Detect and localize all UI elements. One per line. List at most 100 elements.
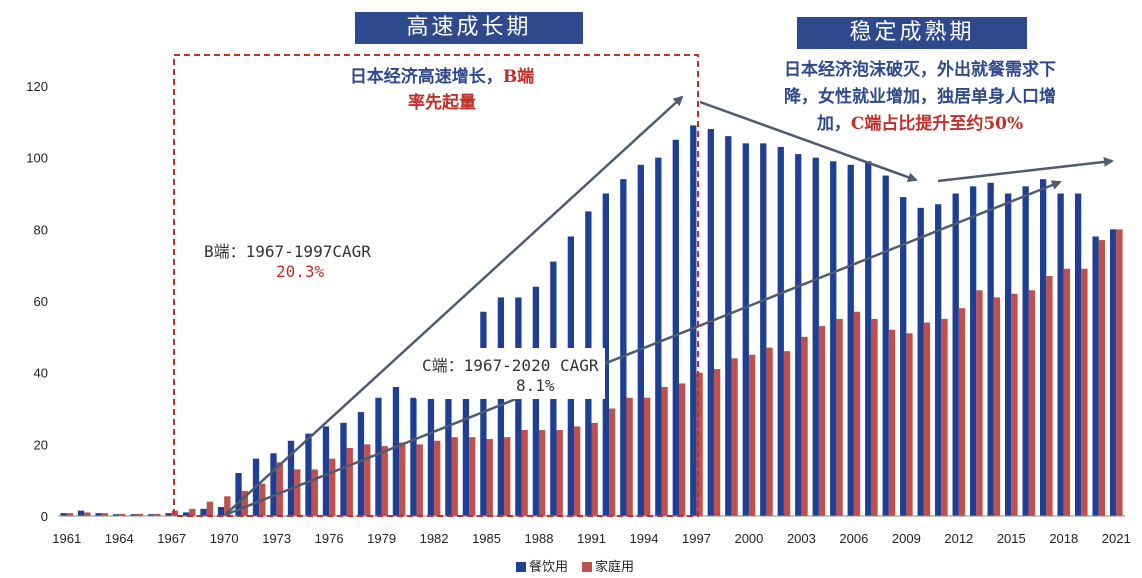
bar-series-b [953, 194, 959, 517]
bar-series-b [1005, 194, 1011, 517]
x-tick-label: 1982 [420, 531, 449, 546]
x-tick-label: 2009 [892, 531, 921, 546]
bar-series-c [784, 351, 790, 516]
bar-series-c [294, 469, 300, 516]
bar-series-c [557, 430, 563, 516]
bar-series-b [918, 208, 924, 516]
bar-series-c [889, 330, 895, 516]
bar-series-b [1023, 186, 1029, 516]
bar-series-c [609, 409, 615, 517]
bar-series-b [865, 161, 871, 516]
cagr-b-annotation: B端：1967-1997CAGR 20.3% [204, 238, 371, 281]
bar-series-c [644, 398, 650, 516]
bar-series-b [655, 158, 661, 516]
bar-series-b [970, 186, 976, 516]
bar-series-b [760, 143, 766, 516]
bar-series-b [200, 509, 206, 516]
bar-series-c [801, 337, 807, 516]
bar-series-b [935, 204, 941, 516]
note-high-growth-line2: 率先起量 [312, 90, 572, 116]
bar-series-c [1011, 294, 1017, 516]
bar-series-b [638, 165, 644, 516]
bar-series-c [1081, 269, 1087, 516]
y-tick-label: 0 [41, 509, 48, 524]
bar-series-c [766, 348, 772, 516]
x-tick-label: 2018 [1049, 531, 1078, 546]
bars-group [60, 125, 1122, 516]
bar-series-c [731, 358, 737, 516]
x-tick-label: 2003 [787, 531, 816, 546]
bar-series-c [452, 437, 458, 516]
bar-series-c [836, 319, 842, 516]
bar-series-b [1057, 194, 1063, 517]
legend-item-series-b: 餐饮用 [516, 556, 568, 575]
bar-series-c [312, 469, 318, 516]
bar-series-c [329, 459, 335, 516]
bar-series-b [410, 398, 416, 516]
y-tick-label: 40 [34, 366, 48, 381]
bar-series-b [375, 398, 381, 516]
x-tick-label: 1970 [210, 531, 239, 546]
bar-series-c [434, 441, 440, 516]
bar-series-c [277, 462, 283, 516]
bar-series-b [830, 161, 836, 516]
legend: 餐饮用 家庭用 [516, 556, 634, 575]
bar-series-c [382, 446, 388, 516]
bar-series-c [819, 326, 825, 516]
y-tick-label: 80 [34, 222, 48, 237]
bar-series-c [504, 437, 510, 516]
bar-series-b [848, 165, 854, 516]
x-tick-label: 2012 [944, 531, 973, 546]
bar-series-c [714, 369, 720, 516]
bar-series-c [749, 355, 755, 516]
x-tick-label: 1985 [472, 531, 501, 546]
bar-series-b [725, 136, 731, 516]
y-tick-label: 120 [26, 79, 48, 94]
bar-series-c [871, 319, 877, 516]
x-tick-label: 1976 [315, 531, 344, 546]
phase-label-stable: 稳定成熟期 [797, 17, 1027, 49]
bar-series-b [673, 140, 679, 516]
trend-arrow-stable [938, 161, 1112, 181]
note-stable-line1: 日本经济泡沫破灭，外出就餐需求下 [722, 57, 1118, 84]
cagr-b-value: 20.3% [204, 262, 371, 281]
x-tick-label: 1973 [262, 531, 291, 546]
bar-series-b [78, 511, 84, 516]
x-tick-label: 1994 [630, 531, 659, 546]
x-tick-label: 2015 [997, 531, 1026, 546]
note-stable-line3a: 加， [817, 114, 851, 134]
bar-series-b [1110, 229, 1116, 516]
y-tick-label: 60 [34, 294, 48, 309]
note-high-growth-text: 日本经济高速增长， [350, 67, 503, 87]
bar-series-c [906, 333, 912, 516]
bar-series-c [347, 448, 353, 516]
bar-series-b [620, 179, 626, 516]
bar-series-b [1092, 237, 1098, 517]
cagr-c-annotation: C端：1967-2020 CAGR 8.1% [416, 348, 605, 399]
y-tick-label: 20 [34, 437, 48, 452]
bar-series-c [1116, 229, 1122, 516]
cagr-c-label: C端：1967-2020 CAGR [422, 356, 599, 375]
bar-series-c [1064, 269, 1070, 516]
bar-series-b [1075, 194, 1081, 517]
bar-series-c [189, 509, 195, 516]
bar-series-c [592, 423, 598, 516]
bar-series-c [994, 297, 1000, 516]
bar-series-c [1029, 290, 1035, 516]
legend-label-series-b: 餐饮用 [529, 560, 568, 575]
note-high-growth-b: B端 [503, 67, 534, 87]
bar-series-c [959, 308, 965, 516]
bar-series-c [854, 312, 860, 516]
bar-series-b [778, 147, 784, 516]
bar-series-c [1046, 276, 1052, 516]
bar-series-b [690, 125, 696, 516]
x-tick-label: 2006 [839, 531, 868, 546]
bar-series-c [574, 426, 580, 516]
bar-series-b [813, 158, 819, 516]
bar-series-c [626, 398, 632, 516]
bar-series-b [883, 176, 889, 516]
bar-series-b [428, 398, 434, 516]
bar-series-b [218, 507, 224, 516]
bar-series-c [417, 444, 423, 516]
note-stable-line2: 降，女性就业增加，独居单身人口增 [722, 84, 1118, 111]
